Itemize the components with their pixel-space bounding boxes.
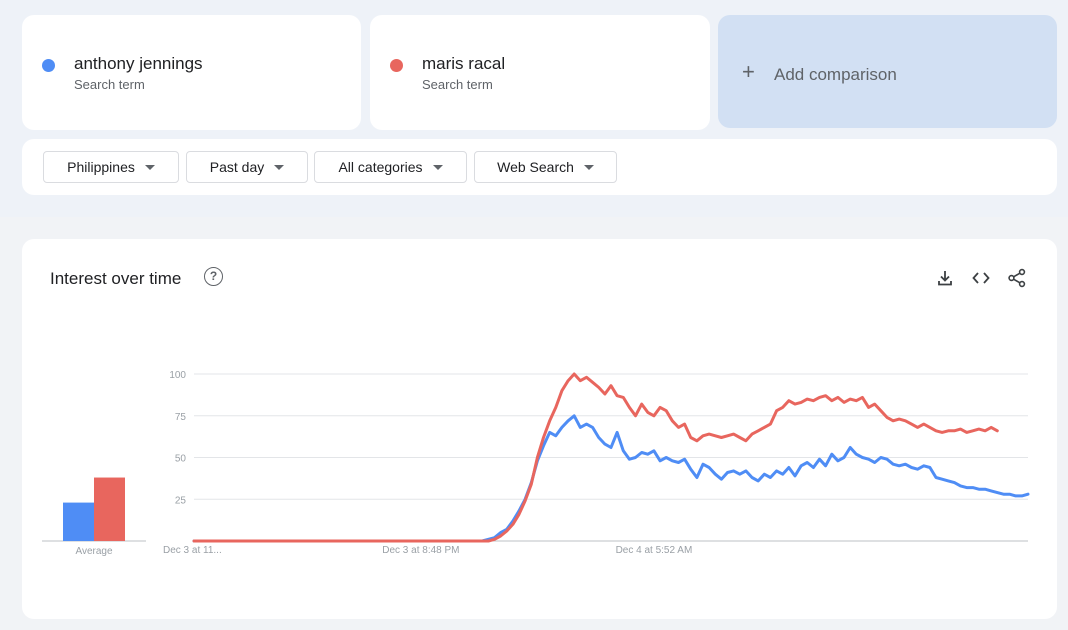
share-icon[interactable] [1006, 267, 1028, 289]
help-icon[interactable]: ? [204, 267, 223, 286]
embed-code-icon[interactable] [970, 267, 992, 289]
x-tick-label: Dec 4 at 5:52 AM [616, 545, 693, 556]
x-tick-label: Dec 3 at 11... [163, 545, 222, 556]
series-color-dot [390, 59, 403, 72]
average-label: Average [75, 546, 113, 557]
search-term-name: maris racal [422, 54, 506, 73]
series-color-dot [42, 59, 55, 72]
time-range-filter-dropdown[interactable]: Past day [186, 151, 308, 183]
caret-down-icon [432, 164, 443, 170]
caret-down-icon [583, 164, 594, 170]
y-tick-label: 25 [175, 495, 187, 506]
search-term-type: Search term [422, 77, 493, 92]
y-tick-label: 100 [169, 370, 186, 381]
time-range-filter-label: Past day [209, 159, 265, 175]
filter-bar: Philippines Past day All categories Web … [22, 139, 1057, 195]
region-filter-dropdown[interactable]: Philippines [43, 151, 179, 183]
category-filter-dropdown[interactable]: All categories [314, 151, 467, 183]
caret-down-icon [274, 164, 285, 170]
add-comparison-button[interactable]: + Add comparison [718, 15, 1057, 128]
search-term-name: anthony jennings [74, 54, 203, 73]
download-icon[interactable] [934, 267, 956, 289]
interest-over-time-card: Interest over time ? 25 50 75 100 Dec 3 at 1… [22, 239, 1057, 619]
series-line-maris-racal [192, 372, 999, 543]
average-bar-maris-racal [94, 477, 125, 541]
search-term-card-1[interactable]: anthony jennings Search term [22, 15, 361, 130]
x-tick-label: Dec 3 at 8:48 PM [382, 545, 459, 556]
caret-down-icon [144, 164, 155, 170]
search-type-filter-label: Web Search [497, 159, 574, 175]
y-tick-label: 75 [175, 412, 187, 423]
category-filter-label: All categories [338, 159, 423, 175]
region-filter-label: Philippines [67, 159, 135, 175]
add-comparison-label: Add comparison [774, 65, 897, 84]
search-term-card-2[interactable]: maris racal Search term [370, 15, 710, 130]
chart-title: Interest over time [50, 269, 182, 288]
search-type-filter-dropdown[interactable]: Web Search [474, 151, 617, 183]
average-bar-anthony-jennings [63, 502, 94, 541]
interest-chart: 25 50 75 100 Dec 3 at 11... Dec 3 at 8:48 PM D… [42, 370, 1030, 557]
search-term-type: Search term [74, 77, 145, 92]
plus-icon: + [742, 59, 755, 84]
y-tick-label: 50 [175, 454, 187, 465]
series-line-anthony-jennings [192, 414, 1030, 543]
